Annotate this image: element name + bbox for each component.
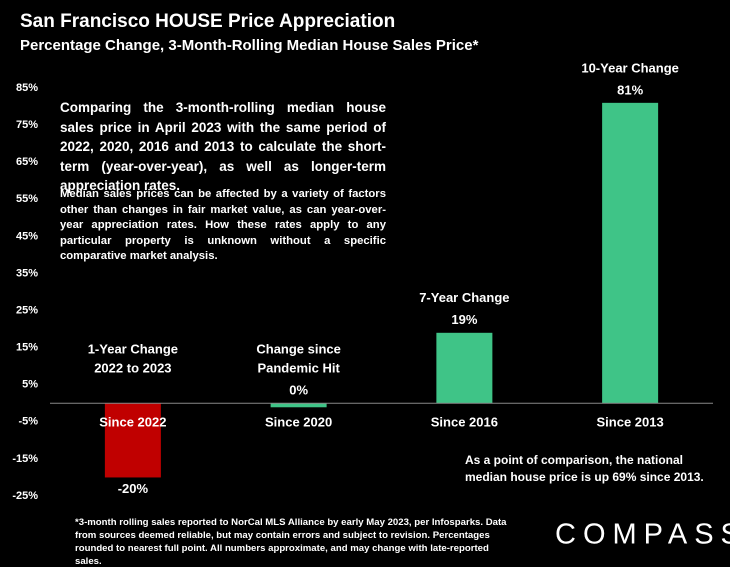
description: Comparing the 3-month-rolling median hou… (60, 100, 386, 193)
y-tick-label: 35% (16, 267, 38, 279)
value-label: 81% (617, 82, 643, 97)
bar-annotation: Change since (256, 342, 341, 357)
x-tick-label: Since 2020 (265, 415, 332, 430)
bar-annotation: Pandemic Hit (257, 361, 340, 376)
y-tick-label: 25% (16, 304, 38, 316)
bar-annotation: 7-Year Change (419, 290, 509, 305)
bar-annotation: 10-Year Change (581, 60, 679, 75)
y-tick-label: 45% (16, 230, 38, 242)
y-tick-label: 85% (16, 82, 38, 94)
y-tick-label: 5% (22, 379, 38, 391)
bar (270, 403, 327, 408)
bar (104, 403, 161, 478)
bar (602, 102, 659, 404)
y-tick-label: 55% (16, 193, 38, 205)
y-tick-label: -25% (12, 490, 38, 502)
x-tick-label: Since 2016 (431, 415, 498, 430)
x-tick-label: Since 2022 (99, 415, 166, 430)
x-tick-label: Since 2013 (597, 415, 664, 430)
y-tick-label: -5% (18, 416, 38, 428)
bar-annotation: 2022 to 2023 (94, 361, 171, 376)
y-tick-label: -15% (12, 453, 38, 465)
chart-title: San Francisco HOUSE Price Appreciation (20, 11, 395, 32)
y-tick-label: 65% (16, 156, 38, 168)
y-tick-label: 15% (16, 342, 38, 354)
comparison-note: As a point of comparison, the national m… (465, 453, 704, 484)
bar (436, 332, 493, 404)
logo: COMPASS (555, 519, 730, 551)
disclaimer: Median sales prices can be affected by a… (60, 188, 386, 262)
y-tick-label: 75% (16, 119, 38, 131)
value-label: 19% (451, 312, 477, 327)
bar-annotation: 1-Year Change (88, 342, 178, 357)
value-label: -20% (118, 481, 149, 496)
chart-subtitle: Percentage Change, 3-Month-Rolling Media… (20, 37, 479, 54)
value-label: 0% (289, 383, 308, 398)
footnote: *3-month rolling sales reported to NorCa… (75, 517, 507, 567)
